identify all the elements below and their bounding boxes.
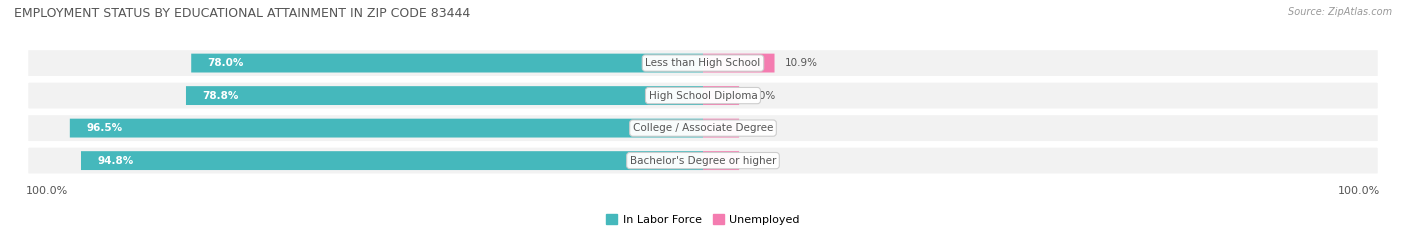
Text: Bachelor's Degree or higher: Bachelor's Degree or higher	[630, 156, 776, 166]
Text: 78.0%: 78.0%	[208, 58, 245, 68]
FancyBboxPatch shape	[27, 114, 1379, 142]
Text: EMPLOYMENT STATUS BY EDUCATIONAL ATTAINMENT IN ZIP CODE 83444: EMPLOYMENT STATUS BY EDUCATIONAL ATTAINM…	[14, 7, 471, 20]
FancyBboxPatch shape	[27, 49, 1379, 77]
Text: 0.0%: 0.0%	[749, 91, 775, 101]
FancyBboxPatch shape	[82, 151, 703, 170]
Text: College / Associate Degree: College / Associate Degree	[633, 123, 773, 133]
FancyBboxPatch shape	[703, 151, 740, 170]
FancyBboxPatch shape	[703, 119, 740, 137]
Text: 96.5%: 96.5%	[86, 123, 122, 133]
Text: Less than High School: Less than High School	[645, 58, 761, 68]
Text: 78.8%: 78.8%	[202, 91, 239, 101]
Text: Source: ZipAtlas.com: Source: ZipAtlas.com	[1288, 7, 1392, 17]
FancyBboxPatch shape	[191, 54, 703, 72]
FancyBboxPatch shape	[70, 119, 703, 137]
FancyBboxPatch shape	[27, 81, 1379, 110]
FancyBboxPatch shape	[186, 86, 703, 105]
Text: High School Diploma: High School Diploma	[648, 91, 758, 101]
Text: 0.0%: 0.0%	[749, 156, 775, 166]
Text: 0.0%: 0.0%	[749, 123, 775, 133]
Text: 10.9%: 10.9%	[785, 58, 817, 68]
FancyBboxPatch shape	[27, 146, 1379, 175]
FancyBboxPatch shape	[703, 54, 775, 72]
Legend: In Labor Force, Unemployed: In Labor Force, Unemployed	[602, 210, 804, 229]
Text: 94.8%: 94.8%	[97, 156, 134, 166]
FancyBboxPatch shape	[703, 86, 740, 105]
